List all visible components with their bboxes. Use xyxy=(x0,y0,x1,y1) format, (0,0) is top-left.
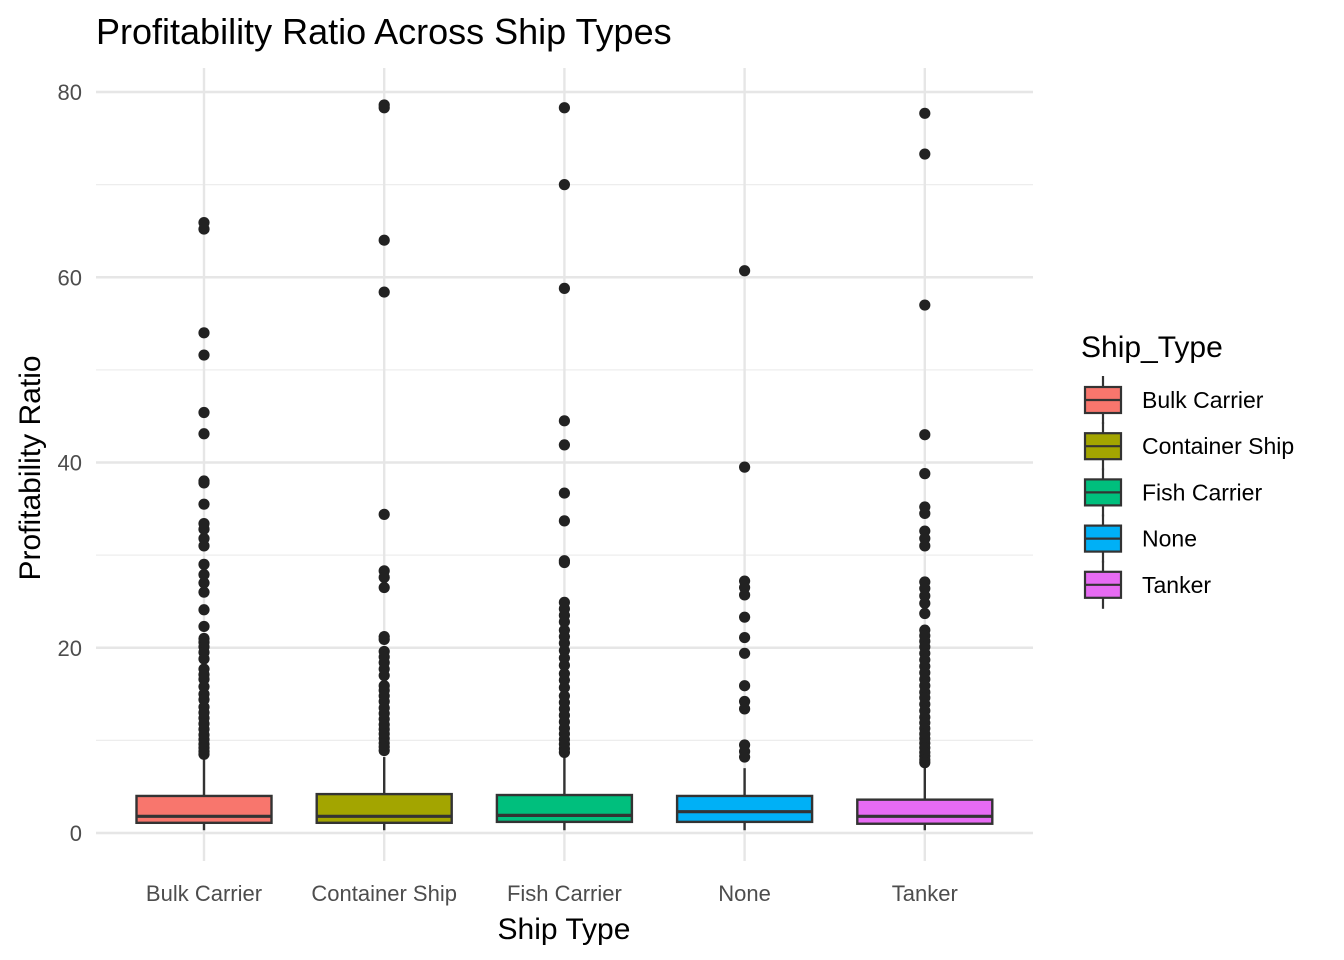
legend-key xyxy=(1083,560,1123,609)
outlier-point xyxy=(558,487,571,499)
legend-key xyxy=(1083,376,1123,424)
outlier-point xyxy=(919,607,931,620)
boxplot-container-ship xyxy=(315,99,453,831)
legend-key xyxy=(1083,468,1123,517)
outlier-point xyxy=(739,265,751,277)
outlier-point xyxy=(558,681,571,694)
box xyxy=(315,792,453,825)
outlier-point xyxy=(739,680,751,692)
x-tick-label: Container Ship xyxy=(311,881,457,906)
x-tick-label: None xyxy=(718,881,771,906)
outlier-point xyxy=(198,540,210,552)
outlier-point xyxy=(198,558,210,570)
outlier-point xyxy=(198,327,210,339)
outlier-point xyxy=(198,577,210,589)
box xyxy=(856,798,994,825)
outlier-point xyxy=(378,669,390,682)
boxplot-tanker xyxy=(856,107,994,831)
outlier-point xyxy=(198,653,210,665)
box xyxy=(135,794,273,825)
legend-label: Bulk Carrier xyxy=(1142,387,1264,413)
outlier-point xyxy=(198,428,210,440)
outlier-point xyxy=(919,507,931,520)
legend-label: Tanker xyxy=(1142,572,1211,598)
outlier-point xyxy=(198,523,210,535)
outlier-point xyxy=(378,633,390,646)
outlier-point xyxy=(378,102,390,114)
outlier-point xyxy=(198,349,210,361)
outlier-point xyxy=(919,540,931,552)
plot-area xyxy=(135,99,994,831)
outlier-point xyxy=(198,406,210,419)
outlier-point xyxy=(919,107,931,119)
outlier-point xyxy=(558,179,571,191)
legend-title: Ship_Type xyxy=(1081,331,1223,364)
outlier-point xyxy=(919,468,931,480)
outlier-point xyxy=(198,498,210,510)
outlier-point xyxy=(558,659,571,671)
x-axis: Bulk Carrier Container Ship Fish Carrier No… xyxy=(146,881,958,906)
box xyxy=(675,794,814,824)
outlier-point xyxy=(739,703,751,715)
x-tick-label: Fish Carrier xyxy=(507,881,622,906)
outlier-point xyxy=(558,515,571,527)
outlier-point xyxy=(558,556,571,569)
x-axis-title: Ship Type xyxy=(498,913,631,946)
boxplot-none xyxy=(675,265,814,831)
y-tick-label: 80 xyxy=(58,80,82,105)
chart-title: Profitability Ratio Across Ship Types xyxy=(96,11,672,52)
outlier-point xyxy=(919,597,931,609)
outlier-point xyxy=(919,429,931,441)
outlier-point xyxy=(198,604,210,616)
y-tick-label: 60 xyxy=(58,265,82,290)
outlier-point xyxy=(558,746,571,759)
outlier-point xyxy=(558,415,571,427)
outlier-point xyxy=(198,223,210,235)
outlier-point xyxy=(198,568,210,581)
outlier-point xyxy=(378,581,390,594)
legend-label: Container Ship xyxy=(1142,433,1294,459)
outlier-point xyxy=(558,439,571,451)
outlier-point xyxy=(198,586,210,598)
outlier-point xyxy=(739,647,751,659)
y-tick-label: 40 xyxy=(58,451,82,476)
outlier-point xyxy=(378,234,390,246)
legend: Ship_Type Bulk Carrier Container Ship Fish… xyxy=(1081,331,1294,609)
outlier-point xyxy=(198,748,210,760)
x-tick-label: Bulk Carrier xyxy=(146,881,262,906)
outlier-point xyxy=(739,611,751,623)
outlier-point xyxy=(739,589,751,601)
outlier-point xyxy=(739,461,751,473)
outlier-point xyxy=(739,631,751,644)
legend-label: None xyxy=(1142,526,1197,552)
boxplot-fish-carrier xyxy=(495,102,634,831)
y-tick-label: 20 xyxy=(58,636,82,661)
outlier-point xyxy=(919,757,931,769)
y-axis-title: Profitability Ratio xyxy=(14,355,47,580)
outlier-point xyxy=(378,508,390,520)
y-axis: 0 20 40 60 80 xyxy=(58,80,82,846)
outlier-point xyxy=(198,620,210,633)
outlier-point xyxy=(198,477,210,489)
outlier-point xyxy=(378,286,390,298)
outlier-point xyxy=(558,282,571,294)
legend-key xyxy=(1083,422,1123,471)
outlier-point xyxy=(378,744,390,757)
outlier-point xyxy=(378,571,390,583)
boxplot-bulk-carrier xyxy=(135,217,273,831)
legend-key xyxy=(1083,514,1123,563)
outlier-point xyxy=(919,299,931,311)
outlier-point xyxy=(919,148,931,160)
legend-label: Fish Carrier xyxy=(1142,479,1262,505)
outlier-point xyxy=(558,102,571,114)
y-tick-label: 0 xyxy=(70,821,82,846)
outlier-point xyxy=(558,616,571,628)
outlier-point xyxy=(739,751,751,763)
box xyxy=(495,793,634,824)
x-tick-label: Tanker xyxy=(892,881,958,906)
